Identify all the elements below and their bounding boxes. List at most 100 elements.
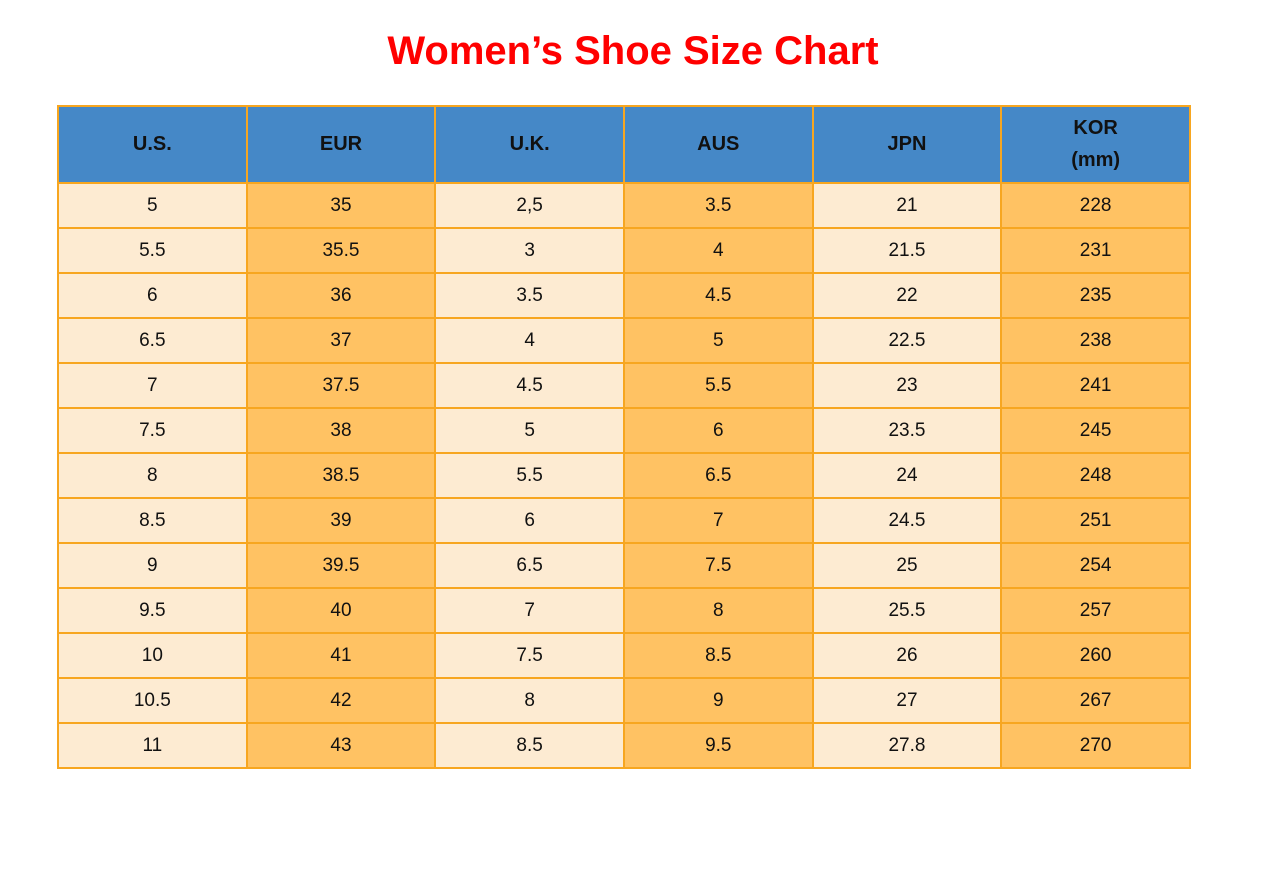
header-label: EUR <box>319 133 363 155</box>
page-title: Women’s Shoe Size Chart <box>387 29 879 73</box>
table-cell: 8 <box>434 677 625 724</box>
table-cell: 38 <box>245 407 437 454</box>
table-cell: 4.5 <box>434 362 625 409</box>
table-cell: 6 <box>434 497 625 544</box>
table-cell: 8.5 <box>622 632 814 679</box>
table-cell: 8 <box>57 452 248 499</box>
table-cell: 6.5 <box>57 317 248 364</box>
table-row: 5 35 2,5 3.5 21 228 <box>57 182 1191 229</box>
table-cell: 41 <box>245 632 437 679</box>
table-row: 10.5 42 8 9 27 267 <box>57 677 1191 724</box>
header-label: KOR <box>1073 117 1118 139</box>
table-cell: 39.5 <box>245 542 437 589</box>
table-cell: 27 <box>811 677 1003 724</box>
table-cell: 23 <box>811 362 1003 409</box>
table-row: 11 43 8.5 9.5 27.8 270 <box>57 722 1191 769</box>
table-cell: 43 <box>245 722 437 769</box>
table-cell: 231 <box>1000 227 1191 274</box>
table-cell: 245 <box>1000 407 1191 454</box>
table-cell: 11 <box>57 722 248 769</box>
table-cell: 27.8 <box>811 722 1003 769</box>
table-row: 7 37.5 4.5 5.5 23 241 <box>57 362 1191 409</box>
table-cell: 8.5 <box>57 497 248 544</box>
header-label: AUS <box>697 133 740 155</box>
table-cell: 4 <box>434 317 625 364</box>
table-cell: 25 <box>811 542 1003 589</box>
table-row: 7.5 38 5 6 23.5 245 <box>57 407 1191 454</box>
table-cell: 22.5 <box>811 317 1003 364</box>
header-cell-uk: U.K. <box>434 105 625 184</box>
table-cell: 10.5 <box>57 677 248 724</box>
table-cell: 6.5 <box>434 542 625 589</box>
table-cell: 7 <box>57 362 248 409</box>
table-row: 9 39.5 6.5 7.5 25 254 <box>57 542 1191 589</box>
table-cell: 260 <box>1000 632 1191 679</box>
table-cell: 3.5 <box>434 272 625 319</box>
table-cell: 36 <box>245 272 437 319</box>
table-cell: 5.5 <box>434 452 625 499</box>
header-sublabel: (mm) <box>1071 149 1121 171</box>
table-cell: 248 <box>1000 452 1191 499</box>
table-cell: 4 <box>622 227 814 274</box>
table-cell: 238 <box>1000 317 1191 364</box>
table-cell: 254 <box>1000 542 1191 589</box>
table-cell: 6 <box>622 407 814 454</box>
table-cell: 7 <box>434 587 625 634</box>
table-row: 5.5 35.5 3 4 21.5 231 <box>57 227 1191 274</box>
table-cell: 257 <box>1000 587 1191 634</box>
table-cell: 8.5 <box>434 722 625 769</box>
table-header: U.S. EUR U.K. AUS JPN <box>57 105 1191 184</box>
table-cell: 235 <box>1000 272 1191 319</box>
table-cell: 228 <box>1000 182 1191 229</box>
header-cell-eur: EUR <box>245 105 437 184</box>
table-cell: 26 <box>811 632 1003 679</box>
table-cell: 35.5 <box>245 227 437 274</box>
table-cell: 37.5 <box>245 362 437 409</box>
table-cell: 7.5 <box>434 632 625 679</box>
table-cell: 9 <box>57 542 248 589</box>
header-cell-aus: AUS <box>622 105 814 184</box>
table-cell: 40 <box>245 587 437 634</box>
table-cell: 7.5 <box>57 407 248 454</box>
table-cell: 25.5 <box>811 587 1003 634</box>
table-cell: 5 <box>622 317 814 364</box>
table-cell: 5 <box>57 182 248 229</box>
table-cell: 241 <box>1000 362 1191 409</box>
header-row: U.S. EUR U.K. AUS JPN <box>57 105 1191 184</box>
table-row: 9.5 40 7 8 25.5 257 <box>57 587 1191 634</box>
table-cell: 5.5 <box>622 362 814 409</box>
table-cell: 37 <box>245 317 437 364</box>
page: Women’s Shoe Size Chart U.S. EUR U.K. AU… <box>0 28 1266 769</box>
table-cell: 5 <box>434 407 625 454</box>
shoe-size-table: U.S. EUR U.K. AUS JPN <box>57 105 1191 769</box>
header-label: JPN <box>887 133 927 155</box>
header-label: U.K. <box>509 133 550 155</box>
table-cell: 6.5 <box>622 452 814 499</box>
table-cell: 21.5 <box>811 227 1003 274</box>
table-cell: 7 <box>622 497 814 544</box>
table-cell: 39 <box>245 497 437 544</box>
table-cell: 23.5 <box>811 407 1003 454</box>
table-row: 6 36 3.5 4.5 22 235 <box>57 272 1191 319</box>
table-cell: 22 <box>811 272 1003 319</box>
table-cell: 2,5 <box>434 182 625 229</box>
header-cell-us: U.S. <box>57 105 248 184</box>
table-row: 10 41 7.5 8.5 26 260 <box>57 632 1191 679</box>
table-cell: 7.5 <box>622 542 814 589</box>
table-cell: 24.5 <box>811 497 1003 544</box>
table-cell: 9.5 <box>57 587 248 634</box>
table-cell: 4.5 <box>622 272 814 319</box>
table-cell: 6 <box>57 272 248 319</box>
table-cell: 3.5 <box>622 182 814 229</box>
table-cell: 8 <box>622 587 814 634</box>
table-cell: 21 <box>811 182 1003 229</box>
header-cell-jpn: JPN <box>811 105 1003 184</box>
table-cell: 38.5 <box>245 452 437 499</box>
header-label: U.S. <box>132 133 172 155</box>
table-cell: 251 <box>1000 497 1191 544</box>
table-cell: 24 <box>811 452 1003 499</box>
table-row: 8 38.5 5.5 6.5 24 248 <box>57 452 1191 499</box>
table-cell: 3 <box>434 227 625 274</box>
table-cell: 35 <box>245 182 437 229</box>
table-cell: 270 <box>1000 722 1191 769</box>
